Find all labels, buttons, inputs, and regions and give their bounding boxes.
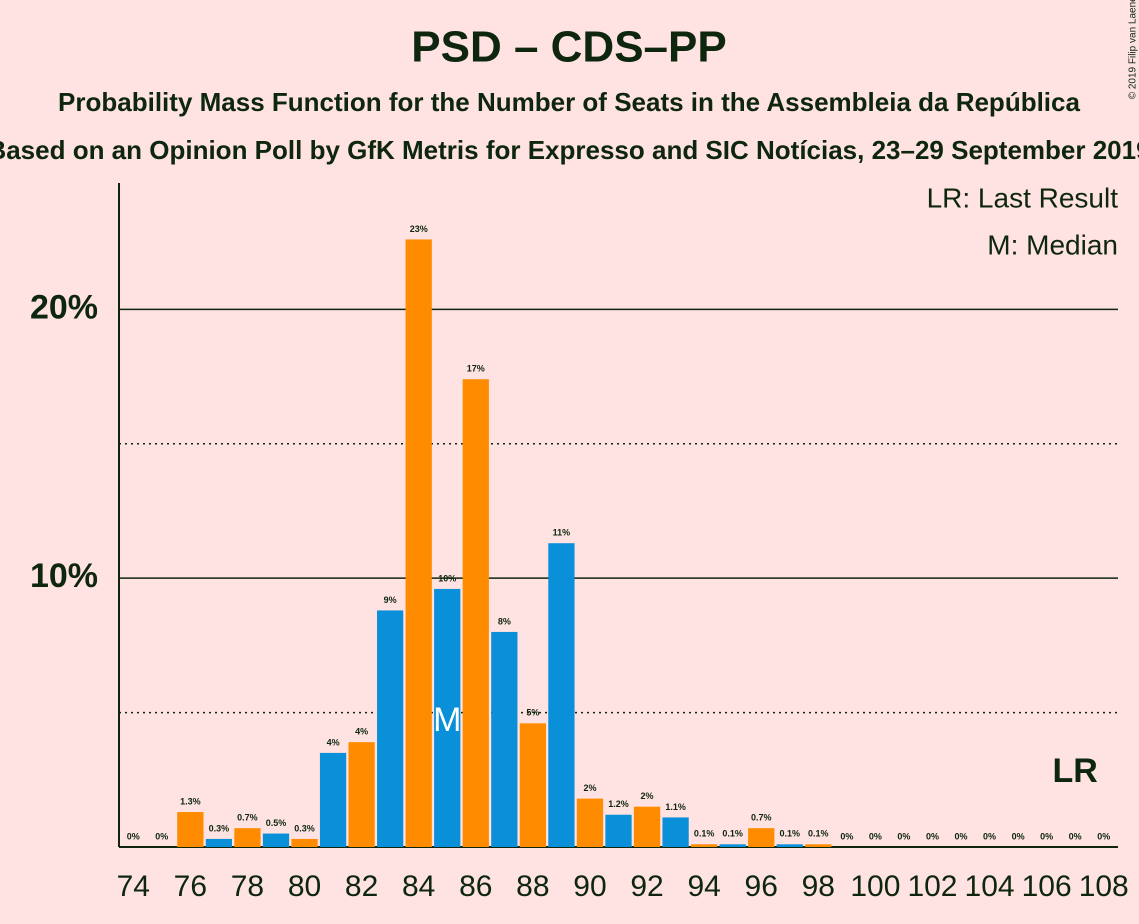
- bar: [605, 814, 632, 847]
- bar: [519, 723, 547, 847]
- x-tick-label: 104: [965, 870, 1015, 903]
- bar: [805, 844, 832, 847]
- data-label: 4%: [355, 727, 368, 737]
- data-label: 11%: [553, 528, 571, 538]
- data-label: 17%: [467, 364, 485, 374]
- bar: [719, 844, 746, 847]
- data-label: 0.1%: [694, 829, 715, 839]
- data-label: 0%: [1040, 831, 1053, 841]
- x-tick-label: 86: [459, 870, 492, 903]
- data-label: 23%: [410, 224, 428, 234]
- bar: [462, 379, 489, 847]
- data-label: 0%: [955, 831, 968, 841]
- x-tick-label: 96: [745, 870, 778, 903]
- data-label: 0.1%: [808, 829, 829, 839]
- x-tick-label: 98: [802, 870, 835, 903]
- chart-subtitle: Probability Mass Function for the Number…: [58, 87, 1080, 117]
- bar: [291, 838, 318, 847]
- bar: [405, 239, 432, 848]
- bar: [205, 838, 233, 847]
- x-tick-label: 80: [288, 870, 321, 903]
- data-label: 2%: [583, 783, 596, 793]
- bar: [548, 543, 575, 847]
- x-tick-label: 106: [1022, 870, 1072, 903]
- bar: [748, 828, 775, 847]
- data-label: 0%: [897, 831, 910, 841]
- copyright: © 2019 Filip van Laenen: [1128, 0, 1139, 99]
- data-label: 1.2%: [608, 799, 629, 809]
- bar: [234, 828, 261, 847]
- bar: [377, 610, 404, 847]
- data-label: 0.3%: [294, 823, 315, 833]
- y-tick-label: 10%: [30, 557, 98, 595]
- data-label: 10%: [438, 573, 456, 583]
- bar: [633, 806, 661, 847]
- bar: [690, 844, 718, 847]
- bar: [319, 752, 347, 847]
- bar: [434, 588, 461, 847]
- data-label: 0%: [155, 831, 168, 841]
- chart-title: PSD – CDS–PP: [411, 23, 726, 72]
- data-label: 0%: [1097, 831, 1110, 841]
- x-tick-label: 78: [231, 870, 264, 903]
- data-label: 0.3%: [209, 823, 230, 833]
- data-label: 9%: [384, 595, 397, 605]
- bar: [491, 631, 518, 847]
- data-label: 1.1%: [665, 802, 686, 812]
- x-tick-label: 108: [1079, 870, 1129, 903]
- bar: [662, 817, 689, 847]
- x-tick-label: 84: [402, 870, 435, 903]
- data-label: 2%: [641, 791, 654, 801]
- x-tick-label: 88: [516, 870, 549, 903]
- data-label: 0.5%: [266, 818, 287, 828]
- legend-entry: LR: Last Result: [927, 182, 1119, 213]
- data-label: 0.7%: [751, 813, 772, 823]
- bar: [177, 812, 204, 847]
- x-tick-label: 76: [174, 870, 207, 903]
- x-tick-label: 94: [687, 870, 720, 903]
- data-label: 0.7%: [237, 813, 258, 823]
- data-label: 0.1%: [722, 829, 743, 839]
- last-result-marker: LR: [1053, 752, 1098, 790]
- x-tick-label: 92: [630, 870, 663, 903]
- data-label: 0%: [869, 831, 882, 841]
- data-label: 4%: [327, 737, 340, 747]
- bar: [776, 844, 803, 847]
- data-label: 0%: [983, 831, 996, 841]
- data-label: 0%: [127, 831, 140, 841]
- x-tick-label: 102: [907, 870, 957, 903]
- data-label: 8%: [498, 616, 511, 626]
- data-label: 0%: [1012, 831, 1025, 841]
- x-tick-label: 90: [573, 870, 606, 903]
- y-tick-label: 20%: [30, 288, 98, 326]
- data-label: 5%: [526, 708, 539, 718]
- x-tick-label: 74: [117, 870, 150, 903]
- x-tick-label: 100: [850, 870, 900, 903]
- data-label: 0%: [926, 831, 939, 841]
- bar: [348, 742, 375, 847]
- x-tick-label: 82: [345, 870, 378, 903]
- chart-subtitle: Based on an Opinion Poll by GfK Metris f…: [0, 135, 1139, 165]
- data-label: 0%: [1069, 831, 1082, 841]
- data-label: 0%: [840, 831, 853, 841]
- legend-entry: M: Median: [987, 229, 1118, 260]
- bar: [262, 833, 290, 847]
- median-marker: M: [433, 701, 461, 739]
- bar: [576, 798, 604, 847]
- data-label: 1.3%: [180, 796, 201, 806]
- data-label: 0.1%: [779, 829, 800, 839]
